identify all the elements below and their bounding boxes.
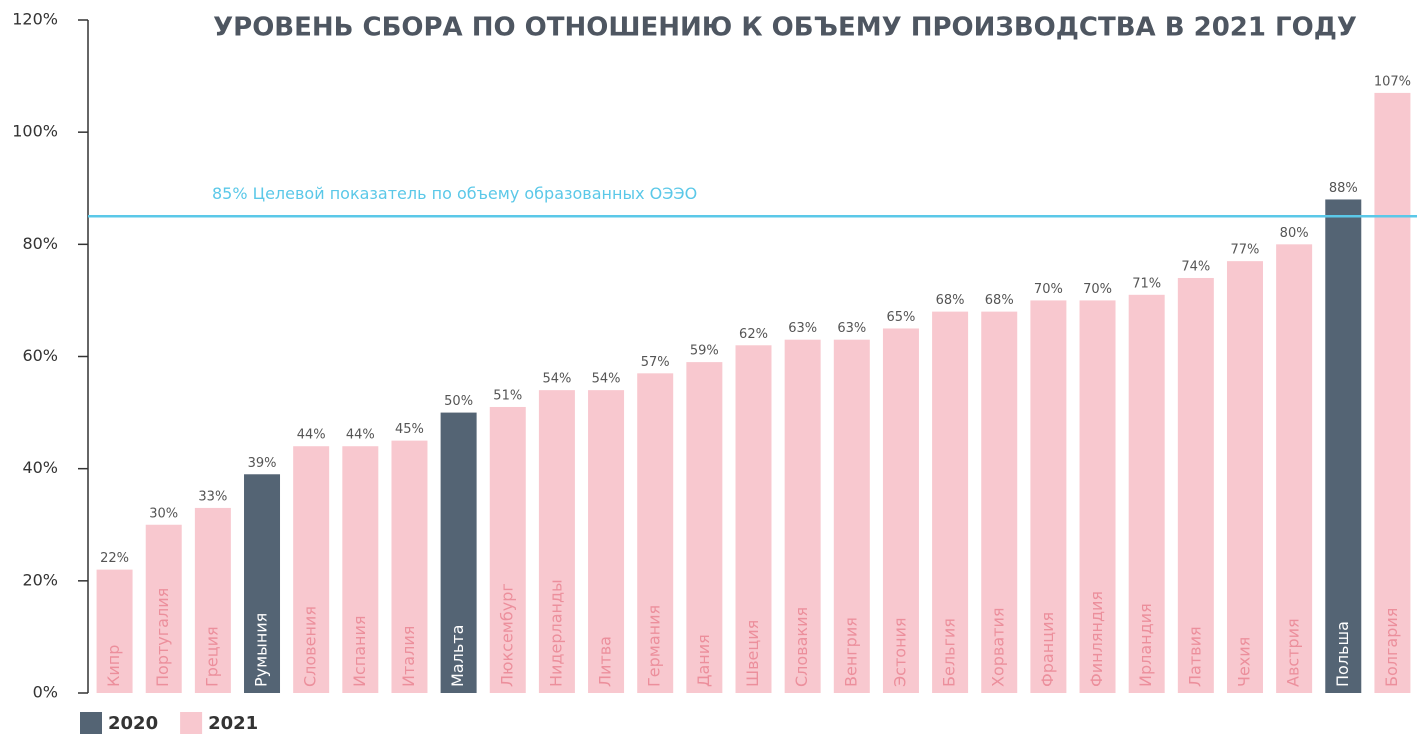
bar: [784, 339, 821, 693]
legend-swatch: [80, 712, 102, 734]
y-tick-label: 0%: [33, 683, 58, 702]
value-label: 107%: [1374, 74, 1411, 89]
value-label: 88%: [1329, 181, 1358, 196]
bar: [1276, 244, 1313, 694]
chart-title: УРОВЕНЬ СБОРА ПО ОТНОШЕНИЮ К ОБЪЕМУ ПРОИ…: [213, 13, 1357, 43]
category-label: Финляндия: [1087, 591, 1106, 687]
bar: [981, 311, 1018, 693]
bar: [1128, 294, 1165, 693]
category-label: Люксембург: [497, 583, 516, 687]
category-label: Кипр: [104, 645, 123, 687]
category-label: Дания: [694, 634, 713, 687]
value-label: 22%: [100, 551, 129, 566]
category-label: Болгария: [1382, 608, 1401, 687]
bar: [440, 412, 477, 693]
value-label: 51%: [493, 388, 522, 403]
value-label: 62%: [739, 327, 768, 342]
bar: [686, 362, 723, 693]
value-label: 68%: [985, 293, 1014, 308]
value-label: 77%: [1231, 243, 1260, 258]
category-label: Чехия: [1234, 637, 1253, 687]
category-label: Ирландия: [1136, 603, 1155, 687]
legend-label: 2021: [208, 713, 258, 734]
category-label: Италия: [399, 626, 418, 687]
bar: [735, 345, 772, 693]
bar: [932, 311, 969, 693]
category-label: Эстония: [890, 617, 909, 687]
value-label: 33%: [198, 489, 227, 504]
value-label: 44%: [346, 428, 375, 443]
bar: [637, 373, 674, 693]
bar: [391, 440, 428, 693]
category-label: Литва: [596, 636, 615, 687]
bar: [1177, 277, 1214, 693]
value-label: 39%: [248, 456, 277, 471]
bar: [1374, 92, 1411, 694]
category-label: Румыния: [252, 613, 271, 687]
value-label: 45%: [395, 422, 424, 437]
value-label: 80%: [1280, 226, 1309, 241]
value-label: 54%: [592, 372, 621, 387]
value-label: 59%: [690, 344, 719, 359]
category-label: Испания: [350, 615, 369, 687]
value-label: 57%: [641, 355, 670, 370]
value-label: 44%: [297, 428, 326, 443]
category-label: Польша: [1333, 621, 1352, 687]
category-label: Венгрия: [841, 617, 860, 687]
value-label: 54%: [542, 372, 571, 387]
value-label: 70%: [1034, 282, 1063, 297]
reference-label: 85% Целевой показатель по объему образов…: [212, 184, 697, 203]
bar: [882, 328, 919, 693]
value-label: 30%: [149, 506, 178, 521]
value-label: 68%: [936, 293, 965, 308]
category-label: Нидерланды: [546, 579, 565, 687]
bar: [489, 406, 526, 693]
value-label: 71%: [1132, 276, 1161, 291]
category-label: Португалия: [153, 588, 172, 687]
y-tick-label: 40%: [22, 458, 58, 477]
bar: [293, 446, 330, 693]
value-label: 74%: [1181, 259, 1210, 274]
legend-label: 2020: [108, 713, 158, 734]
bar: [244, 474, 281, 693]
category-label: Латвия: [1185, 626, 1204, 687]
category-label: Хорватия: [989, 608, 1008, 687]
value-label: 63%: [788, 321, 817, 336]
bar: [194, 507, 231, 693]
y-tick-label: 100%: [12, 122, 58, 141]
y-tick-label: 20%: [22, 570, 58, 589]
value-label: 70%: [1083, 282, 1112, 297]
value-label: 65%: [886, 310, 915, 325]
bar: [96, 569, 133, 693]
bar: [1226, 261, 1263, 693]
bar: [588, 390, 625, 693]
category-label: Греция: [202, 626, 221, 687]
category-label: Словения: [301, 606, 320, 687]
bar: [1325, 199, 1362, 693]
category-label: Австрия: [1284, 618, 1303, 687]
category-label: Словакия: [792, 607, 811, 687]
value-label: 50%: [444, 394, 473, 409]
y-tick-label: 120%: [12, 10, 58, 29]
y-tick-label: 60%: [22, 346, 58, 365]
category-label: Франция: [1038, 612, 1057, 687]
bar: [538, 390, 575, 693]
y-tick-label: 80%: [22, 234, 58, 253]
bar: [145, 524, 182, 693]
bar: [342, 446, 379, 693]
category-label: Мальта: [448, 625, 467, 687]
category-label: Германия: [645, 605, 664, 687]
category-label: Бельгия: [940, 618, 959, 687]
bar: [1079, 300, 1116, 693]
value-label: 63%: [837, 321, 866, 336]
legend-swatch: [180, 712, 203, 734]
bar: [1030, 300, 1067, 693]
bar: [833, 339, 870, 693]
category-label: Швеция: [743, 620, 762, 687]
